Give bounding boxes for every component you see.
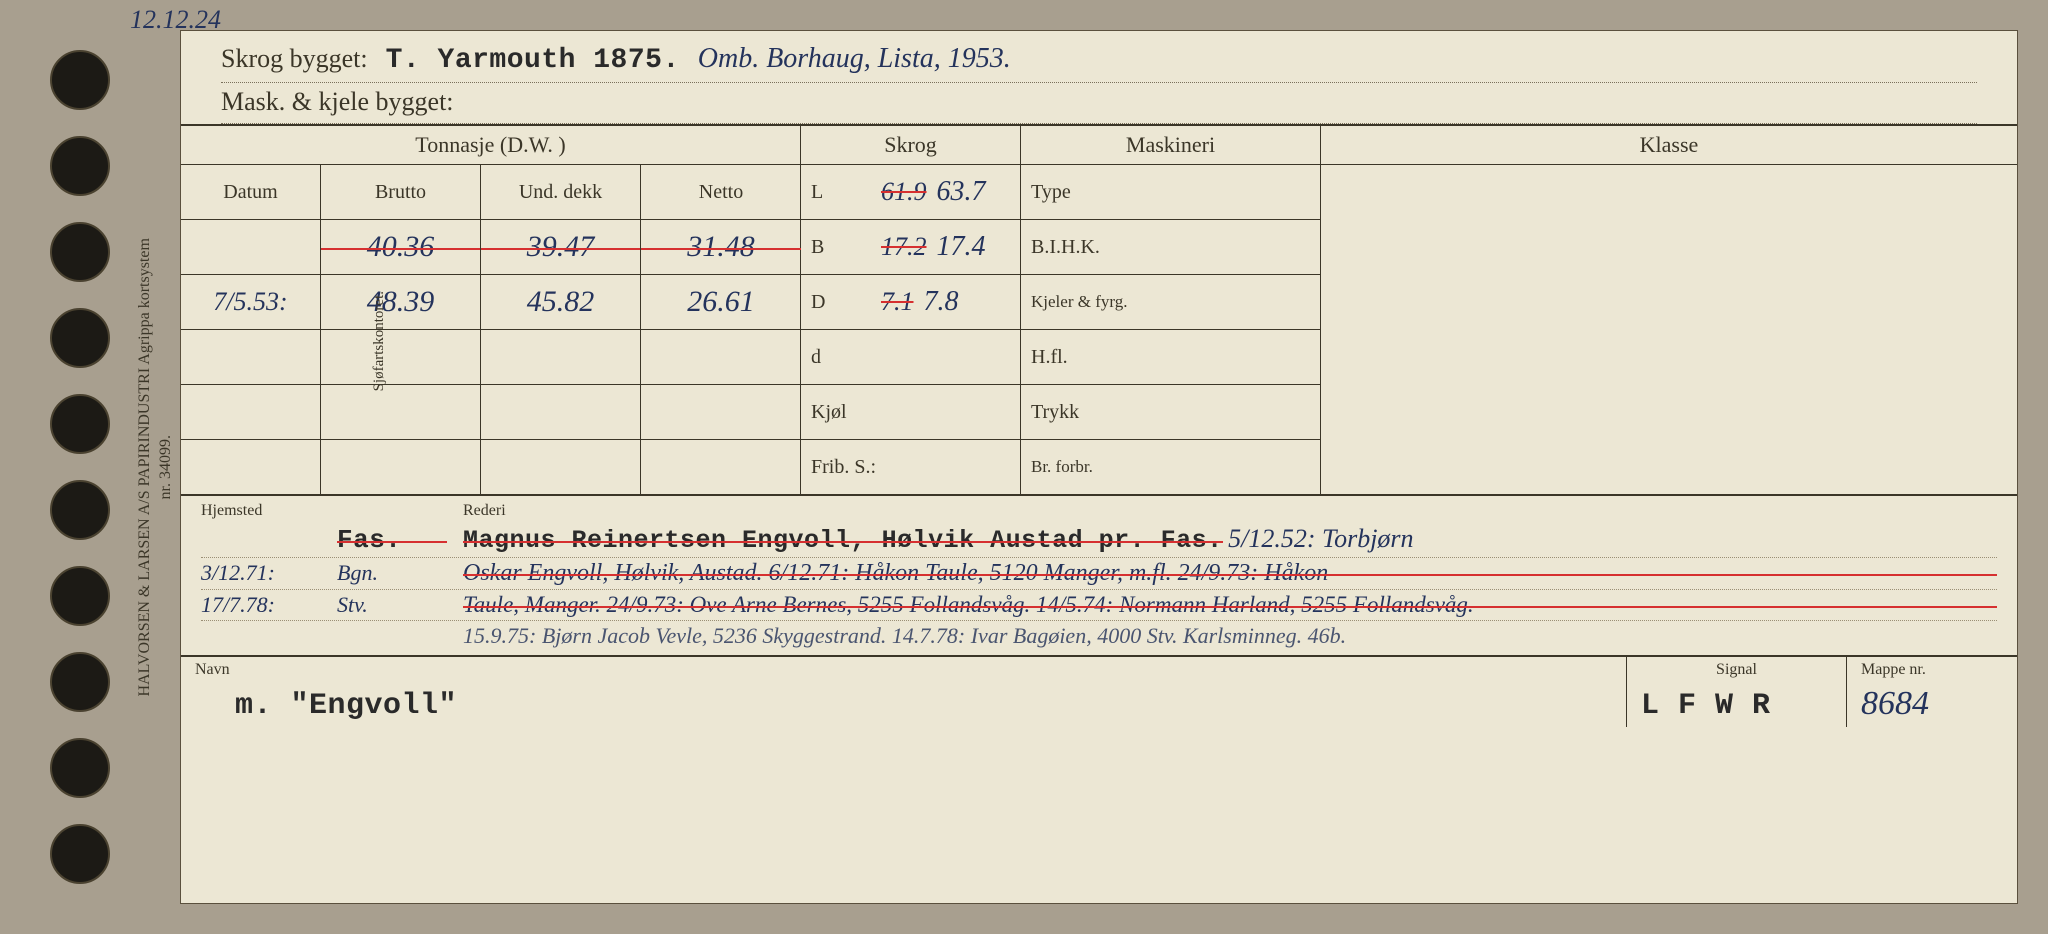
cell-datum <box>181 220 321 274</box>
rederi-script: 5/12.52: Torbjørn <box>1228 524 1413 553</box>
skrog-B: B 17.2 17.4 <box>801 220 1020 275</box>
printer-imprint: HALVORSEN & LARSEN A/S PAPIRINDUSTRI Agr… <box>135 234 177 701</box>
header-section: Skrog bygget: T. Yarmouth 1875. Omb. Bor… <box>181 31 2017 124</box>
skrog-column: L 61.9 63.7 B 17.2 17.4 D 7.1 7.8 d <box>801 165 1021 494</box>
skrog-bygget-handwritten: Omb. Borhaug, Lista, 1953. <box>698 43 1011 75</box>
col-netto: Netto <box>641 165 801 219</box>
rederi-label: Rederi <box>463 502 506 520</box>
maskineri-title: Maskineri <box>1021 126 1321 165</box>
footer-signal: Signal L F W R <box>1627 657 1847 727</box>
cell-brutto: 40.36 <box>321 220 481 274</box>
tonnasje-row-empty <box>181 385 800 440</box>
mask-trykk: Trykk <box>1021 385 1320 440</box>
footer-navn: Navn m. "Engvoll" <box>181 657 1627 727</box>
mask-kjele-row: Mask. & kjele bygget: <box>221 83 1977 124</box>
hj-line-4: 15.9.75: Bjørn Jacob Vevle, 5236 Skygges… <box>201 621 1997 651</box>
hj-place: Bgn. <box>337 560 447 586</box>
tonnasje-row-empty <box>181 440 800 494</box>
hj-text: Oskar Engvoll, Hølvik, Austad. 6/12.71: … <box>463 560 1997 587</box>
tonnasje-header-row: Datum Brutto Und. dekk Netto <box>181 165 800 220</box>
hj-text: 15.9.75: Bjørn Jacob Vevle, 5236 Skygges… <box>463 623 1997 649</box>
hole <box>50 394 110 454</box>
skrog-D: D 7.1 7.8 <box>801 275 1020 330</box>
hole <box>50 50 110 110</box>
signal-label: Signal <box>1641 661 1832 679</box>
main-grid: Tonnasje (D.W. ) Skrog Maskineri Klasse … <box>181 124 2017 494</box>
hjemsted-section: Hjemsted Rederi Fas. Magnus Reinertsen E… <box>181 494 2017 655</box>
col-brutto: Brutto <box>321 165 481 219</box>
hole <box>50 566 110 626</box>
klasse-column <box>1321 165 2017 494</box>
index-card: Sjøfartskontoret. Skrog bygget: T. Yarmo… <box>180 30 2018 904</box>
cell-datum: 7/5.53: <box>181 275 321 329</box>
hole <box>50 480 110 540</box>
hj-line-1: Fas. Magnus Reinertsen Engvoll, Hølvik A… <box>201 522 1997 558</box>
hole <box>50 824 110 884</box>
scan-background: HALVORSEN & LARSEN A/S PAPIRINDUSTRI Agr… <box>0 0 2048 934</box>
tonnasje-title: Tonnasje (D.W. ) <box>181 126 801 165</box>
hj-header-row: Hjemsted Rederi <box>201 500 1997 522</box>
rederi-typed: Magnus Reinertsen Engvoll, Hølvik Austad… <box>463 526 1223 555</box>
hj-line-3: 17/7.78: Stv. Taule, Manger. 24/9.73: Ov… <box>201 590 1997 621</box>
hole <box>50 652 110 712</box>
mask-kjele-label: Mask. & kjele bygget: <box>221 87 454 117</box>
skrog-bygget-row: Skrog bygget: T. Yarmouth 1875. Omb. Bor… <box>221 39 1977 83</box>
col-datum: Datum <box>181 165 321 219</box>
cell-netto: 31.48 <box>641 220 801 274</box>
navn-label: Navn <box>195 661 1612 679</box>
skrog-frib: Frib. S.: <box>801 440 1020 494</box>
signal-value: L F W R <box>1641 689 1832 723</box>
maskineri-column: Type B.I.H.K. Kjeler & fyrg. H.fl. Trykk… <box>1021 165 1321 494</box>
skrog-L: L 61.9 63.7 <box>801 165 1020 220</box>
mask-hfl: H.fl. <box>1021 330 1320 385</box>
footer-mappe: Mappe nr. 8684 <box>1847 657 2017 727</box>
binder-holes <box>50 50 110 884</box>
skrog-kjol: Kjøl <box>801 385 1020 440</box>
skrog-d: d <box>801 330 1020 385</box>
mask-type: Type <box>1021 165 1320 220</box>
hj-line-2: 3/12.71: Bgn. Oskar Engvoll, Hølvik, Aus… <box>201 558 1997 590</box>
hj-place: Stv. <box>337 592 447 618</box>
mask-brforbr: Br. forbr. <box>1021 440 1320 494</box>
cell-und: 45.82 <box>481 275 641 329</box>
mask-kjeler: Kjeler & fyrg. <box>1021 275 1320 330</box>
tonnasje-row-1: 40.36 39.47 31.48 <box>181 220 800 275</box>
hj-datum: 3/12.71: <box>201 560 321 586</box>
hole <box>50 222 110 282</box>
tonnasje-table: Datum Brutto Und. dekk Netto 40.36 39.47… <box>181 165 801 494</box>
mask-bihk: B.I.H.K. <box>1021 220 1320 275</box>
cell-netto: 26.61 <box>641 275 801 329</box>
cell-brutto: 48.39 <box>321 275 481 329</box>
mappe-label: Mappe nr. <box>1861 661 2003 679</box>
hole <box>50 738 110 798</box>
hole <box>50 136 110 196</box>
footer-section: Navn m. "Engvoll" Signal L F W R Mappe n… <box>181 655 2017 727</box>
klasse-title: Klasse <box>1321 126 2017 165</box>
hjemsted-label: Hjemsted <box>201 502 321 520</box>
tonnasje-row-empty <box>181 330 800 385</box>
mappe-value: 8684 <box>1861 685 2003 723</box>
skrog-title: Skrog <box>801 126 1021 165</box>
skrog-bygget-typed: T. Yarmouth 1875. <box>386 45 680 76</box>
hj-place: Fas. <box>337 525 447 555</box>
skrog-bygget-label: Skrog bygget: <box>221 44 368 74</box>
cell-und: 39.47 <box>481 220 641 274</box>
hole <box>50 308 110 368</box>
hj-datum: 17/7.78: <box>201 592 321 618</box>
navn-value: m. "Engvoll" <box>195 689 1612 723</box>
office-imprint: Sjøfartskontoret. <box>371 291 388 391</box>
hj-text: Taule, Manger. 24/9.73: Ove Arne Bernes,… <box>463 592 1997 618</box>
tonnasje-row-2: 7/5.53: 48.39 45.82 26.61 <box>181 275 800 330</box>
col-und-dekk: Und. dekk <box>481 165 641 219</box>
